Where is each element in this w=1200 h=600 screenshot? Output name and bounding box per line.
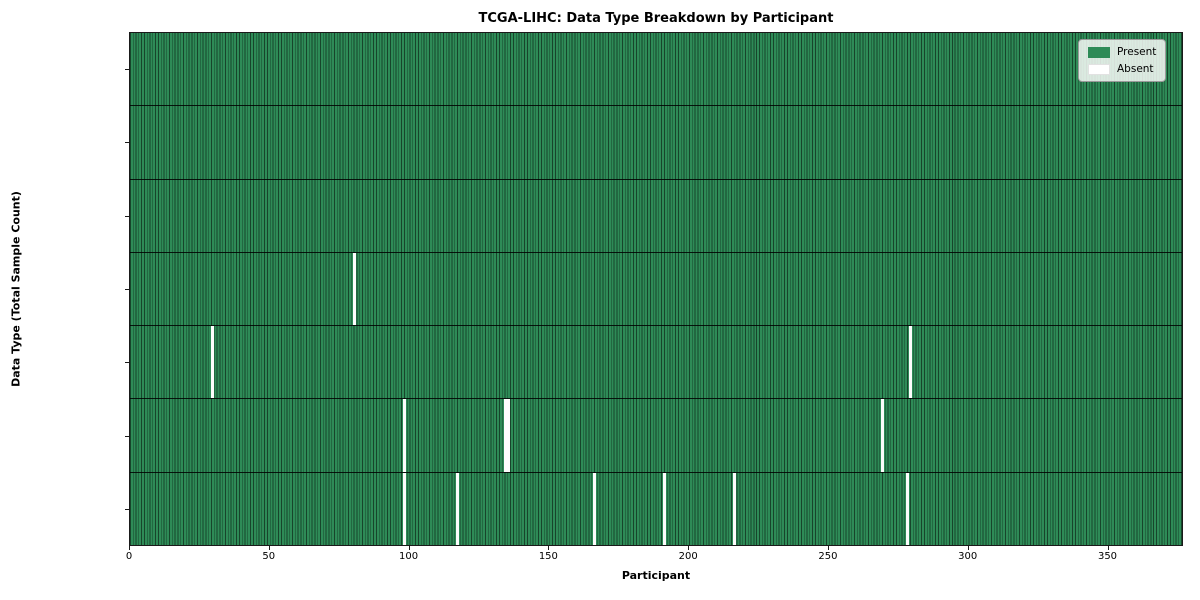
absent-cell (908, 326, 912, 399)
heatmap-row-mrna (130, 471, 1182, 545)
absent-cell (210, 326, 214, 399)
absent-cell (503, 399, 507, 472)
x-tick-mark (688, 546, 690, 550)
heatmap-row-mir (130, 398, 1182, 472)
x-tick-label: 50 (262, 551, 276, 562)
x-tick-mark (967, 546, 969, 550)
y-tick-mark (125, 215, 129, 217)
heatmap-row-maf (130, 325, 1182, 399)
x-tick-mark (548, 546, 550, 550)
x-tick-mark (268, 546, 270, 550)
y-tick-mark (125, 68, 129, 70)
absent-cell (593, 472, 597, 545)
absent-cell (403, 472, 407, 545)
chart-title: TCGA-LIHC: Data Type Breakdown by Partic… (478, 11, 834, 26)
y-axis-label: Data Type (Total Sample Count) (9, 191, 23, 387)
x-tick-label: 350 (1097, 551, 1118, 562)
absent-cell (456, 472, 460, 545)
x-axis-label: Participant (621, 569, 691, 582)
x-tick-mark (408, 546, 410, 550)
x-tick-mark (827, 546, 829, 550)
y-tick-mark (125, 142, 129, 144)
x-tick-mark (129, 546, 130, 550)
absent-cell (662, 472, 666, 545)
x-tick-label: 300 (958, 551, 978, 562)
present-swatch-icon (1088, 46, 1110, 58)
y-tick-mark (125, 362, 129, 364)
y-tick-mark (125, 289, 129, 290)
absent-cell (732, 472, 736, 545)
x-tick-label: 0 (125, 551, 133, 562)
y-tick-mark (125, 509, 129, 511)
y-tick-mark (125, 435, 129, 437)
legend-entry-absent: Absent (1088, 63, 1156, 75)
heatmap-row-cn (130, 251, 1182, 326)
absent-cell (905, 472, 909, 545)
plot-area (129, 32, 1183, 546)
x-tick-label: 250 (818, 551, 838, 562)
absent-swatch-icon (1088, 63, 1110, 75)
legend-entry-present: Present (1088, 46, 1156, 58)
heatmap-row-methylation (130, 178, 1182, 252)
heatmap-row-bcr (130, 33, 1182, 106)
legend: Present Absent (1078, 39, 1167, 82)
x-tick-mark (1107, 546, 1109, 550)
legend-present-label: Present (1117, 46, 1157, 58)
x-tick-label: 100 (399, 551, 419, 562)
legend-absent-label: Absent (1117, 63, 1154, 75)
x-tick-label: 200 (678, 551, 698, 562)
absent-cell (353, 252, 357, 326)
x-tick-label: 150 (538, 551, 558, 562)
absent-cell (880, 399, 884, 472)
heatmap-row-clinical (130, 105, 1182, 179)
absent-cell (403, 399, 407, 472)
absent-cell (506, 399, 510, 472)
